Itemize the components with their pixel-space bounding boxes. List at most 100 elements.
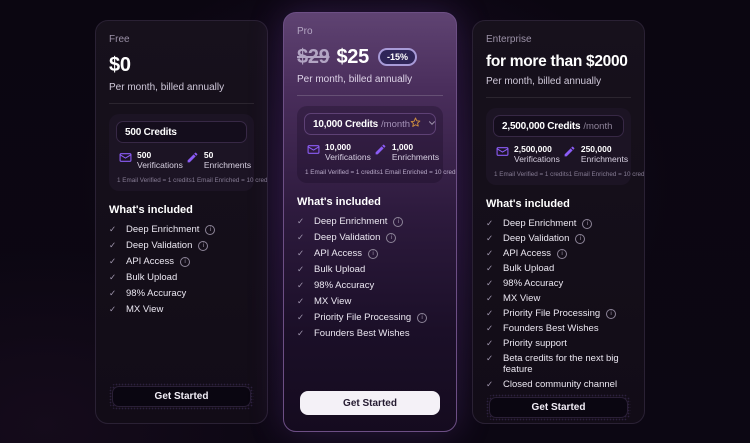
feature-item: ✓ Bulk Upload <box>297 264 443 275</box>
divider <box>297 95 443 96</box>
info-icon[interactable]: i <box>557 248 568 259</box>
feature-item: ✓ Deep Enrichment i <box>109 224 254 235</box>
pricing-card-free: Free $0 Per month, billed annually 500 C… <box>95 20 268 424</box>
feature-item: ✓ Priority File Processing i <box>297 312 443 323</box>
check-icon: ✓ <box>297 280 305 290</box>
check-icon: ✓ <box>486 353 494 363</box>
credits-period: /month <box>583 120 613 132</box>
feature-item: ✓ MX View <box>297 296 443 307</box>
feature-item: ✓ Beta credits for the next big feature <box>486 353 631 375</box>
credits-panel: 2,500,000 Credits /month 2,500,000 Verifi… <box>486 108 644 185</box>
info-icon[interactable]: i <box>575 233 586 244</box>
credit-conversion-notes: 1 Email Verified = 1 credits 1 Email Enr… <box>116 177 267 184</box>
billing-note: Per month, billed annually <box>297 74 413 85</box>
stat-value: 250,000 <box>580 144 612 154</box>
favorite-star-icon[interactable] <box>410 115 421 133</box>
feature-item: ✓ Bulk Upload <box>486 263 631 274</box>
check-icon: ✓ <box>109 272 117 282</box>
envelope-icon <box>307 143 320 161</box>
stat-label: Enrichments <box>391 152 440 162</box>
feature-item: ✓ Closed community channel <box>486 379 631 390</box>
verifications-stat: 10,000 Verifications <box>304 142 371 162</box>
stats-row: 500 Verifications 50 Enrichments <box>116 150 251 170</box>
included-heading: What's included <box>109 204 193 216</box>
cta-wrap: Get Started <box>486 394 631 421</box>
feature-item: ✓ Deep Validation i <box>486 233 631 244</box>
feature-label: Bulk Upload <box>314 264 366 275</box>
get-started-button[interactable]: Get Started <box>489 397 628 418</box>
credits-value: 2,500,000 Credits <box>502 120 581 132</box>
info-icon[interactable]: i <box>205 224 216 235</box>
feature-list: ✓ Deep Enrichment i ✓ Deep Validation i ✓ API… <box>297 216 443 344</box>
envelope-icon <box>496 145 509 163</box>
envelope-icon <box>119 151 132 169</box>
included-heading: What's included <box>297 196 381 208</box>
info-icon[interactable]: i <box>606 308 617 319</box>
check-icon: ✓ <box>486 293 494 303</box>
billing-note: Per month, billed annually <box>486 76 602 87</box>
check-icon: ✓ <box>297 328 305 338</box>
info-icon[interactable]: i <box>198 240 209 251</box>
check-icon: ✓ <box>486 379 494 389</box>
credits-value: 500 Credits <box>125 126 177 138</box>
feature-item: ✓ 98% Accuracy <box>486 278 631 289</box>
cta-wrap: Get Started <box>109 383 254 410</box>
info-icon[interactable]: i <box>368 248 379 259</box>
get-started-button[interactable]: Get Started <box>300 391 440 415</box>
check-icon: ✓ <box>486 233 494 243</box>
credits-select[interactable]: 10,000 Credits /month <box>304 113 436 135</box>
check-icon: ✓ <box>109 288 117 298</box>
feature-item: ✓ 98% Accuracy <box>297 280 443 291</box>
price-row: for more than $2000 <box>486 53 631 71</box>
cta-wrap: Get Started <box>297 388 443 418</box>
pen-icon <box>374 143 387 161</box>
stats-row: 2,500,000 Verifications 250,000 Enrichment… <box>493 144 628 164</box>
stat-label: Verifications <box>325 152 371 162</box>
feature-label: 98% Accuracy <box>126 288 187 299</box>
feature-item: ✓ Bulk Upload <box>109 272 254 283</box>
divider <box>109 103 254 104</box>
check-icon: ✓ <box>486 218 494 228</box>
verifications-stat: 500 Verifications <box>116 150 183 170</box>
info-icon[interactable]: i <box>417 312 428 323</box>
credits-panel: 500 Credits 500 Verifications 50 Enrichmen… <box>109 114 267 191</box>
verified-note: 1 Email Verified = 1 credits <box>117 177 192 184</box>
check-icon: ✓ <box>486 308 494 318</box>
feature-label: API Access <box>126 256 175 267</box>
tier-name: Free <box>109 34 130 45</box>
divider <box>486 97 631 98</box>
feature-label: Deep Validation <box>503 233 570 244</box>
feature-item: ✓ Deep Validation i <box>109 240 254 251</box>
info-icon[interactable]: i <box>386 232 397 243</box>
stat-value: 1,000 <box>391 142 414 152</box>
tier-name: Pro <box>297 26 313 37</box>
info-icon[interactable]: i <box>393 216 404 227</box>
enriched-note: 1 Email Enriched = 10 credits <box>191 177 268 184</box>
enrichments-stat: 50 Enrichments <box>183 150 251 170</box>
get-started-button[interactable]: Get Started <box>112 386 251 407</box>
feature-label: 98% Accuracy <box>314 280 375 291</box>
feature-label: Deep Enrichment <box>503 218 577 229</box>
info-icon[interactable]: i <box>582 218 593 229</box>
stat-label: Enrichments <box>580 154 629 164</box>
feature-item: ✓ Deep Validation i <box>297 232 443 243</box>
stat-label: Verifications <box>137 160 183 170</box>
feature-label: Deep Enrichment <box>126 224 200 235</box>
info-icon[interactable]: i <box>180 256 191 267</box>
feature-list: ✓ Deep Enrichment i ✓ Deep Validation i ✓ API… <box>109 224 254 320</box>
feature-label: API Access <box>503 248 552 259</box>
feature-label: Founders Best Wishes <box>503 323 599 334</box>
feature-item: ✓ 98% Accuracy <box>109 288 254 299</box>
pricing-card-pro: Pro $29 $25 -15% Per month, billed annua… <box>283 12 457 432</box>
feature-item: ✓ MX View <box>109 304 254 315</box>
check-icon: ✓ <box>297 296 305 306</box>
stats-row: 10,000 Verifications 1,000 Enrichments <box>304 142 440 162</box>
check-icon: ✓ <box>297 216 305 226</box>
included-heading: What's included <box>486 198 570 210</box>
stat-label: Verifications <box>514 154 560 164</box>
chevron-down-icon[interactable] <box>427 115 437 133</box>
check-icon: ✓ <box>297 264 305 274</box>
feature-label: Deep Validation <box>314 232 381 243</box>
select-icons <box>410 115 437 133</box>
